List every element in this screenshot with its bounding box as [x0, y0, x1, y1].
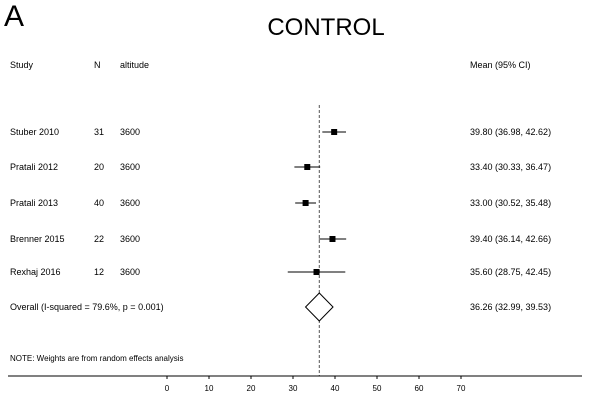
- point-estimate-marker: [313, 269, 320, 275]
- row-altitude-value: 3600: [120, 234, 141, 244]
- x-axis-tick-label: 50: [373, 384, 382, 393]
- row-altitude-value: 3600: [120, 162, 141, 172]
- row-study-label: Brenner 2015: [10, 234, 65, 244]
- row-altitude-value: 3600: [120, 127, 141, 137]
- chart-title: CONTROL: [267, 14, 385, 41]
- row-n-value: 20: [94, 162, 105, 172]
- row-estimate-label: 39.40 (36.14, 42.66): [470, 234, 552, 244]
- header-study: Study: [10, 60, 34, 70]
- row-estimate-label: 33.00 (30.52, 35.48): [470, 198, 552, 208]
- x-axis-tick-label: 0: [165, 384, 170, 393]
- x-axis-tick-label: 60: [415, 384, 424, 393]
- x-axis-tick-label: 30: [289, 384, 298, 393]
- x-axis-tick-label: 20: [247, 384, 256, 393]
- row-study-label: Pratali 2012: [10, 162, 59, 172]
- row-n-value: 40: [94, 198, 105, 208]
- header-n: N: [94, 60, 101, 70]
- row-n-value: 22: [94, 234, 105, 244]
- point-estimate-marker: [302, 200, 309, 206]
- row-study-label: Stuber 2010: [10, 127, 60, 137]
- overall-label: Overall (I-squared = 79.6%, p = 0.001): [10, 302, 164, 312]
- row-study-label: Pratali 2013: [10, 198, 59, 208]
- header-altitude: altitude: [120, 60, 150, 70]
- point-estimate-marker: [304, 164, 311, 170]
- row-study-label: Rexhaj 2016: [10, 267, 61, 277]
- panel-letter: A: [4, 0, 25, 33]
- footnote: NOTE: Weights are from random effects an…: [10, 354, 184, 363]
- row-altitude-value: 3600: [120, 198, 141, 208]
- row-estimate-label: 39.80 (36.98, 42.62): [470, 127, 552, 137]
- point-estimate-marker: [329, 236, 336, 242]
- row-estimate-label: 35.60 (28.75, 42.45): [470, 267, 552, 277]
- x-axis-tick-label: 70: [457, 384, 466, 393]
- overall-diamond: [304, 292, 334, 322]
- row-estimate-label: 33.40 (30.33, 36.47): [470, 162, 552, 172]
- row-n-value: 12: [94, 267, 105, 277]
- point-estimate-marker: [331, 129, 338, 135]
- row-n-value: 31: [94, 127, 105, 137]
- header-estimate: Mean (95% CI): [470, 60, 531, 70]
- row-altitude-value: 3600: [120, 267, 141, 277]
- x-axis-tick-label: 10: [205, 384, 214, 393]
- x-axis-tick-label: 40: [331, 384, 340, 393]
- overall-estimate-label: 36.26 (32.99, 39.53): [470, 302, 552, 312]
